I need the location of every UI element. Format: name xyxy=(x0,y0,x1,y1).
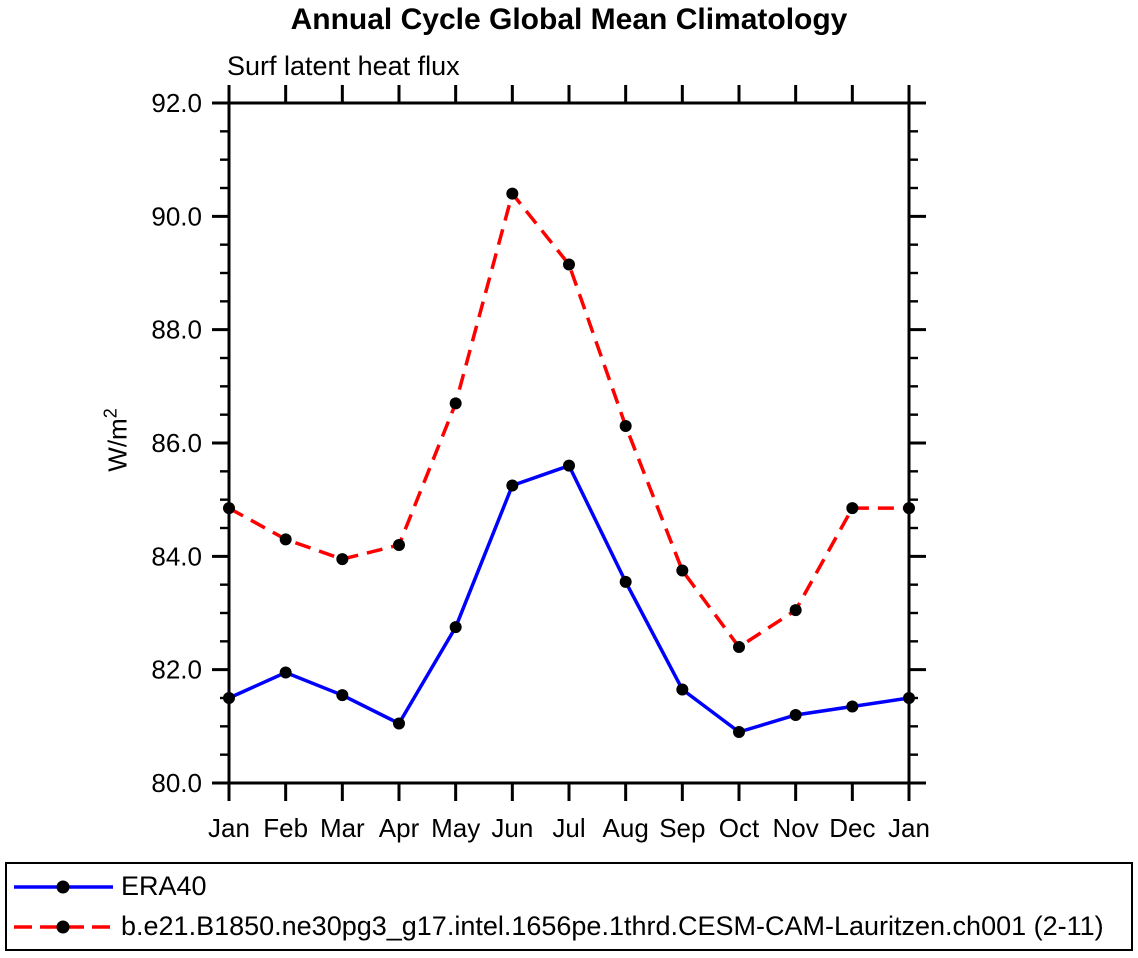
data-point-marker xyxy=(619,420,632,432)
data-point-marker xyxy=(563,258,575,271)
data-point-marker xyxy=(676,683,689,696)
x-tick-label: Jun xyxy=(491,813,533,843)
y-tick-label: 86.0 xyxy=(151,428,202,458)
data-point-marker xyxy=(846,700,859,713)
data-point-marker xyxy=(846,502,859,515)
data-point-marker xyxy=(563,459,575,472)
data-point-marker xyxy=(279,533,292,546)
legend-label-model: b.e21.B1850.ne30pg3_g17.intel.1656pe.1th… xyxy=(121,911,1104,941)
data-point-marker xyxy=(733,726,745,738)
data-point-marker xyxy=(506,479,519,492)
legend-marker-dot-icon xyxy=(56,920,70,933)
x-tick-label: Sep xyxy=(659,813,705,843)
chart-subtitle: Surf latent heat flux xyxy=(227,51,460,81)
legend-item-era40: ERA40 xyxy=(12,867,1131,907)
data-point-marker xyxy=(733,641,745,653)
x-tick-label: Oct xyxy=(719,813,760,843)
y-tick-label: 88.0 xyxy=(151,315,202,345)
data-point-marker xyxy=(223,692,235,704)
y-tick-label: 80.0 xyxy=(151,768,202,798)
y-tick-label: 90.0 xyxy=(151,201,202,231)
y-tick-label: 84.0 xyxy=(151,541,202,571)
data-point-marker xyxy=(903,502,915,515)
data-point-marker xyxy=(676,564,689,577)
x-tick-label: Jul xyxy=(552,813,585,843)
series-line-era40 xyxy=(228,463,910,734)
x-tick-label: Dec xyxy=(829,813,875,843)
x-tick-label: Nov xyxy=(773,813,819,843)
x-tick-label: Apr xyxy=(379,813,420,843)
x-tick-label: Aug xyxy=(603,813,649,843)
data-point-marker xyxy=(449,621,462,634)
plot-area: Jan Feb Mar Apr May Jun Jul Aug Sep Oct Nov Dec Jan8… xyxy=(151,85,930,843)
data-point-marker xyxy=(393,539,405,551)
x-tick-label: Jan xyxy=(888,813,930,843)
data-point-marker xyxy=(789,604,802,617)
data-point-marker xyxy=(393,717,405,730)
plot-frame xyxy=(227,101,911,785)
legend-box: ERA40 b.e21.B1850.ne30pg3_g17.intel.1656… xyxy=(5,862,1133,951)
y-tick-label: 82.0 xyxy=(151,655,202,685)
y-tick-label: 92.0 xyxy=(151,88,202,118)
data-point-marker xyxy=(903,692,915,704)
legend-item-model: b.e21.B1850.ne30pg3_g17.intel.1656pe.1th… xyxy=(12,907,1131,947)
x-tick-label: Jan xyxy=(208,813,250,843)
data-point-marker xyxy=(223,502,235,515)
data-point-marker xyxy=(506,187,519,200)
data-point-marker xyxy=(336,553,349,566)
data-point-marker xyxy=(619,575,632,588)
data-point-marker xyxy=(336,689,349,702)
x-tick-label: Mar xyxy=(320,813,365,843)
chart-title: Annual Cycle Global Mean Climatology xyxy=(290,3,848,36)
x-tick-label: May xyxy=(431,813,480,843)
x-tick-label: Feb xyxy=(263,813,308,843)
legend-line-sample-model xyxy=(14,920,113,933)
data-point-marker xyxy=(449,397,462,410)
data-point-marker xyxy=(789,709,802,721)
data-point-marker xyxy=(279,666,292,679)
legend-marker-dot-icon xyxy=(56,880,70,893)
legend-label-era40: ERA40 xyxy=(121,871,207,901)
legend-line-sample-era40 xyxy=(14,880,113,893)
